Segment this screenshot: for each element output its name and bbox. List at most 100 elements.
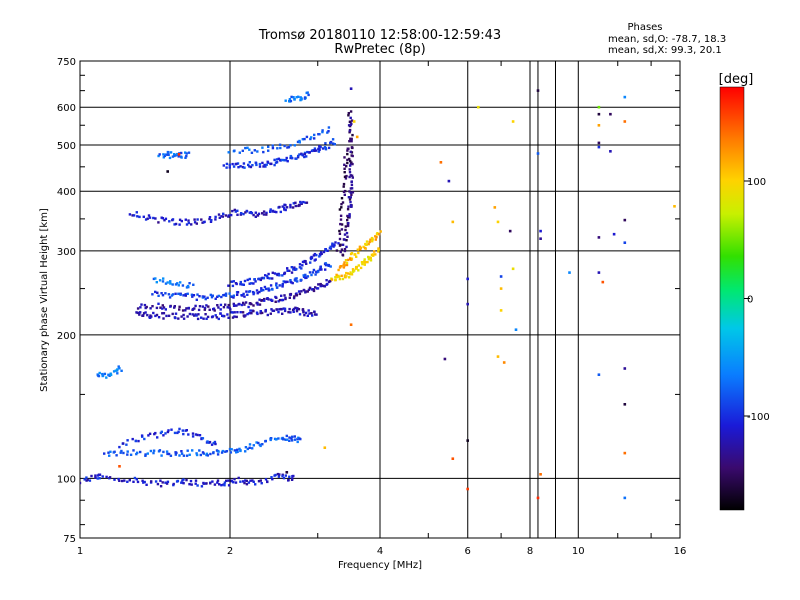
echo-point bbox=[347, 222, 350, 225]
echo-point bbox=[227, 316, 230, 319]
echo-point bbox=[309, 137, 312, 141]
echo-point bbox=[269, 438, 272, 442]
echo-point bbox=[169, 282, 172, 285]
echo-point bbox=[347, 124, 351, 127]
echo-point bbox=[227, 479, 230, 482]
echo-point bbox=[178, 305, 181, 308]
echo-point bbox=[274, 300, 277, 303]
echo-point bbox=[259, 310, 262, 313]
echo-point bbox=[326, 282, 329, 286]
echo-point bbox=[308, 312, 311, 315]
echo-point bbox=[301, 260, 305, 264]
echo-point bbox=[123, 479, 126, 482]
echo-point bbox=[222, 212, 225, 215]
echo-point bbox=[261, 146, 264, 149]
echo-point bbox=[180, 219, 183, 223]
echo-point bbox=[284, 281, 287, 284]
echo-point bbox=[223, 484, 226, 487]
echo-point bbox=[256, 312, 259, 316]
echo-point bbox=[275, 210, 278, 214]
echo-point bbox=[343, 156, 346, 159]
echo-point bbox=[83, 478, 86, 481]
echo-point bbox=[269, 208, 272, 211]
echo-point bbox=[228, 163, 231, 166]
echo-point bbox=[369, 238, 372, 241]
echo-point bbox=[339, 250, 342, 254]
echo-point bbox=[203, 308, 206, 311]
echo-point bbox=[318, 255, 321, 258]
echo-point bbox=[177, 155, 180, 158]
echo-point bbox=[255, 289, 259, 292]
echo-point bbox=[194, 479, 198, 482]
echo-point bbox=[212, 451, 215, 455]
echo-point bbox=[186, 292, 189, 295]
echo-point bbox=[351, 162, 354, 166]
echo-point bbox=[321, 129, 324, 132]
echo-point bbox=[195, 314, 198, 317]
echo-point bbox=[232, 294, 236, 297]
echo-point bbox=[315, 149, 318, 152]
echo-point bbox=[289, 311, 292, 314]
echo-point bbox=[347, 205, 350, 208]
echo-point bbox=[322, 250, 326, 254]
echo-point bbox=[218, 483, 221, 486]
echo-point bbox=[205, 482, 208, 485]
echo-point bbox=[128, 479, 131, 482]
echo-point bbox=[447, 179, 451, 183]
echo-point bbox=[348, 214, 351, 218]
echo-point bbox=[256, 303, 259, 306]
echo-point bbox=[623, 403, 627, 406]
echo-point bbox=[374, 238, 377, 241]
echo-point bbox=[193, 221, 197, 224]
echo-point bbox=[236, 162, 240, 165]
echo-point bbox=[248, 312, 251, 315]
echo-point bbox=[165, 450, 169, 453]
echo-point bbox=[308, 287, 312, 290]
echo-point bbox=[253, 149, 256, 152]
echo-point bbox=[139, 450, 142, 454]
echo-point bbox=[296, 140, 300, 144]
echo-point bbox=[256, 150, 259, 153]
echo-point bbox=[101, 475, 104, 478]
echo-point bbox=[275, 308, 278, 311]
echo-point bbox=[292, 310, 295, 313]
echo-point bbox=[281, 285, 284, 288]
echo-point bbox=[217, 213, 221, 216]
echo-point bbox=[257, 480, 261, 483]
echo-point bbox=[208, 440, 212, 444]
echo-point bbox=[324, 147, 327, 150]
echo-point bbox=[350, 205, 353, 208]
echo-point bbox=[351, 133, 354, 137]
echo-point bbox=[149, 449, 153, 453]
echo-point bbox=[148, 216, 152, 219]
echo-point bbox=[201, 305, 205, 308]
echo-point bbox=[190, 293, 194, 296]
echo-point bbox=[107, 373, 110, 376]
echo-point bbox=[236, 209, 239, 212]
echo-point bbox=[251, 447, 254, 450]
echo-point bbox=[279, 159, 282, 162]
echo-point bbox=[191, 432, 195, 435]
echo-point bbox=[286, 160, 289, 163]
echo-point bbox=[246, 312, 249, 316]
echo-point bbox=[281, 274, 284, 277]
echo-point bbox=[158, 279, 162, 282]
echo-point bbox=[314, 286, 317, 289]
chart-title: Tromsø 20180110 12:58:00-12:59:43 bbox=[258, 28, 501, 43]
echo-point bbox=[154, 290, 157, 294]
echo-point bbox=[161, 481, 164, 484]
echo-point bbox=[241, 165, 245, 169]
echo-point bbox=[342, 266, 346, 269]
echo-point bbox=[326, 249, 329, 252]
echo-point bbox=[340, 203, 343, 206]
echo-point bbox=[138, 313, 141, 316]
echo-point bbox=[266, 276, 269, 280]
echo-point bbox=[261, 443, 264, 446]
echo-point bbox=[319, 145, 322, 149]
echo-point bbox=[367, 258, 371, 261]
echo-point bbox=[311, 314, 314, 317]
echo-point bbox=[349, 200, 352, 204]
echo-point bbox=[209, 482, 212, 485]
echo-point bbox=[511, 267, 515, 271]
echo-point bbox=[116, 368, 119, 371]
